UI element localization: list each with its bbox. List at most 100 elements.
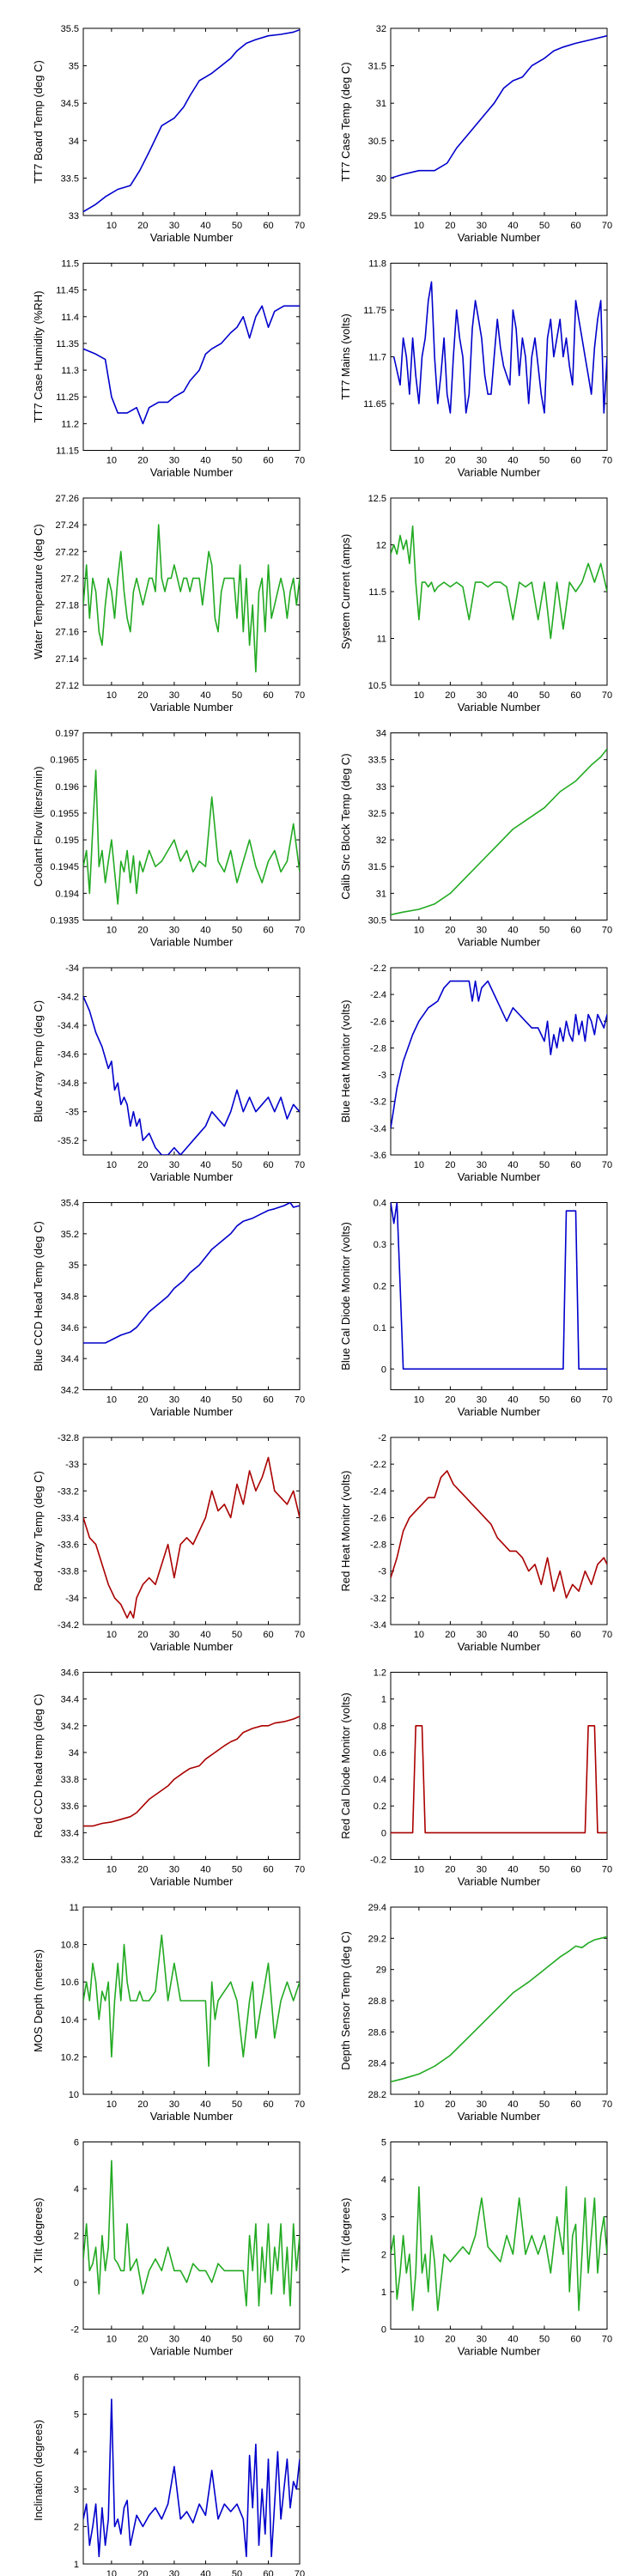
- y-axis-label: Calib Src Block Temp (deg C): [339, 753, 352, 899]
- chart-panel-10: 10 20 30 40 50 60 70 -3.6 -3.4 -3.2 -3 -2.8 -2.6 -2.4…: [339, 963, 612, 1183]
- x-tick-label: 70: [295, 1865, 305, 1875]
- y-tick-label: -33.4: [58, 1513, 79, 1523]
- x-tick-label: 50: [539, 221, 550, 231]
- y-tick-label: 34.2: [61, 1386, 79, 1396]
- x-tick-label: 20: [137, 1160, 148, 1170]
- x-axis-label: Variable Number: [150, 2110, 234, 2123]
- x-tick-label: 50: [232, 2099, 242, 2110]
- y-tick-label: 11.4: [61, 313, 79, 323]
- y-tick-label: -2.6: [370, 1017, 386, 1027]
- x-axis-label: Variable Number: [458, 1170, 541, 1183]
- y-tick-label: 1.2: [374, 1668, 386, 1679]
- y-tick-label: 0: [381, 2325, 386, 2336]
- x-tick-label: 50: [232, 1160, 242, 1170]
- x-tick-label: 60: [263, 221, 273, 231]
- x-tick-label: 50: [539, 2335, 550, 2345]
- y-tick-label: 6: [74, 2138, 79, 2148]
- x-tick-label: 40: [507, 926, 518, 936]
- y-tick-label: 4: [74, 2447, 79, 2458]
- y-axis-label: Red Heat Monitor (volts): [339, 1471, 352, 1592]
- x-tick-label: 50: [539, 690, 550, 701]
- x-tick-label: 70: [295, 1395, 305, 1406]
- y-tick-label: -3: [378, 1567, 386, 1577]
- x-tick-label: 30: [477, 221, 487, 231]
- x-tick-label: 40: [200, 1630, 210, 1640]
- series-line: [83, 305, 300, 425]
- x-tick-label: 70: [295, 221, 305, 231]
- chart-panel-4: 10 20 30 40 50 60 70 11.65 11.7 11.75 11.8 Variable…: [339, 259, 612, 479]
- y-tick-label: 31: [376, 889, 386, 899]
- x-tick-label: 40: [200, 690, 210, 701]
- x-tick-label: 30: [477, 2099, 487, 2110]
- x-tick-label: 10: [414, 1395, 424, 1406]
- y-axis-label: TT7 Case Temp (deg C): [339, 62, 352, 181]
- x-tick-label: 60: [263, 2099, 273, 2110]
- x-axis-label: Variable Number: [150, 466, 234, 479]
- y-tick-label: -33.6: [58, 1540, 79, 1551]
- y-tick-label: 33: [69, 211, 79, 222]
- x-tick-label: 20: [137, 456, 148, 466]
- x-tick-label: 40: [200, 1865, 210, 1875]
- y-tick-label: 27.18: [55, 601, 79, 611]
- x-tick-label: 30: [169, 926, 179, 936]
- y-tick-label: 3: [381, 2213, 386, 2223]
- y-axis-label: Water Temperature (deg C): [32, 524, 45, 659]
- chart-panel-14: 10 20 30 40 50 60 70 -3.4 -3.2 -3 -2.8 -2.6 -2.4 -2.2…: [339, 1433, 612, 1653]
- x-tick-label: 40: [200, 2569, 210, 2576]
- y-tick-label: 27.12: [55, 681, 79, 691]
- x-axis-label: Variable Number: [150, 1170, 234, 1183]
- y-tick-label: 0.1935: [50, 916, 79, 927]
- y-tick-label: 34.4: [61, 1354, 79, 1364]
- x-tick-label: 20: [137, 221, 148, 231]
- y-tick-label: 0.4: [374, 1199, 386, 1209]
- y-tick-label: -3.2: [370, 1097, 386, 1108]
- x-tick-label: 20: [445, 926, 455, 936]
- x-tick-label: 20: [445, 1160, 455, 1170]
- x-tick-label: 50: [539, 1630, 550, 1640]
- y-tick-label: 34.8: [61, 1292, 79, 1303]
- x-tick-label: 40: [507, 1160, 518, 1170]
- x-tick-label: 60: [263, 456, 273, 466]
- y-axis-label: Blue CCD Head Temp (deg C): [32, 1221, 45, 1371]
- x-axis-label: Variable Number: [458, 1406, 541, 1419]
- series-line: [391, 525, 607, 640]
- y-tick-label: -2.4: [370, 1486, 386, 1497]
- x-tick-label: 10: [106, 926, 117, 936]
- plot-frame: [82, 1202, 301, 1390]
- plot-frame: [82, 27, 301, 216]
- x-tick-label: 30: [169, 221, 179, 231]
- x-tick-label: 40: [200, 1160, 210, 1170]
- y-axis-label: Red CCD head temp (deg C): [32, 1694, 45, 1838]
- y-tick-label: 11.7: [368, 353, 386, 363]
- y-tick-label: 34: [69, 1748, 79, 1759]
- y-tick-label: 11: [70, 1903, 79, 1913]
- y-tick-label: -3: [378, 1071, 386, 1081]
- x-tick-label: 40: [507, 690, 518, 701]
- x-tick-label: 30: [169, 1630, 179, 1640]
- x-axis-label: Variable Number: [458, 701, 541, 714]
- x-tick-label: 20: [137, 926, 148, 936]
- x-tick-label: 60: [570, 690, 580, 701]
- series-line: [392, 281, 607, 414]
- x-tick-label: 50: [232, 926, 242, 936]
- y-tick-label: 30.5: [368, 137, 386, 147]
- x-tick-label: 30: [477, 1865, 487, 1875]
- plot-frame: [390, 2142, 608, 2330]
- y-tick-label: 2: [74, 2232, 79, 2242]
- series-line: [391, 1470, 607, 1599]
- y-tick-label: 10.6: [61, 1978, 79, 1988]
- chart-panel-19: 10 20 30 40 50 60 70 -2 0 2 4 6 Variable Number X Til…: [32, 2138, 305, 2358]
- x-tick-label: 70: [295, 1160, 305, 1170]
- y-tick-label: 1: [381, 1695, 386, 1705]
- x-tick-label: 40: [507, 2335, 518, 2345]
- x-tick-label: 10: [414, 1865, 424, 1875]
- y-tick-label: -2.8: [370, 1540, 386, 1551]
- x-tick-label: 70: [602, 456, 612, 466]
- y-tick-label: 34.6: [61, 1323, 79, 1334]
- chart-panel-5: 10 20 30 40 50 60 70 27.12 27.14 27.16 27.18 27.2 27…: [32, 494, 305, 714]
- y-tick-label: 0.196: [55, 782, 79, 793]
- x-tick-label: 30: [477, 2335, 487, 2345]
- series-line: [83, 524, 300, 673]
- y-tick-label: -3.2: [370, 1594, 386, 1604]
- x-tick-label: 50: [232, 1395, 242, 1406]
